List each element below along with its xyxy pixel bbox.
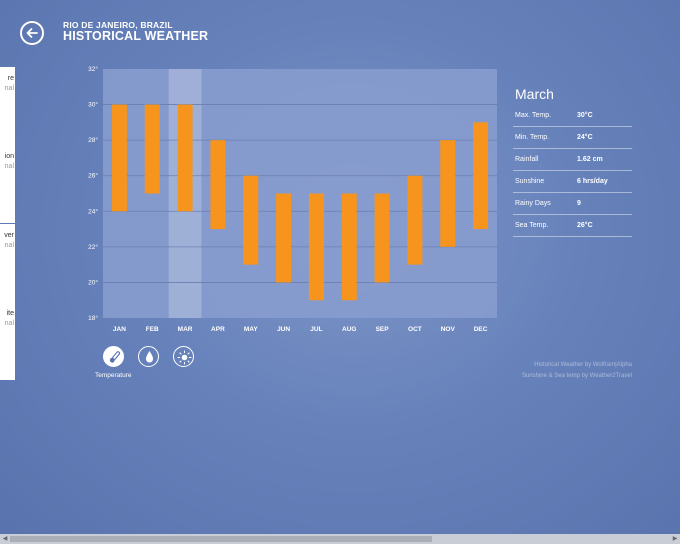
detail-label: Min. Temp. xyxy=(515,134,550,141)
detail-row-rainy-days: Rainy Days 9 xyxy=(513,193,632,215)
detail-row-rainfall: Rainfall 1.62 cm xyxy=(513,149,632,171)
y-tick-label: 32° xyxy=(88,65,98,73)
x-tick-label: JAN xyxy=(113,326,126,333)
back-arrow-icon xyxy=(26,28,38,38)
detail-row-max-temp: Max. Temp. 30°C xyxy=(513,105,632,127)
side-card-title: re xyxy=(7,75,14,82)
temp-range-bar-nov xyxy=(440,140,456,247)
side-card-2[interactable]: ion nal xyxy=(0,145,15,223)
temp-range-bar-dec xyxy=(473,122,489,230)
x-tick-label: NOV xyxy=(441,326,456,333)
credit-weather2travel: Sunshine & Sea temp by Weather2Travel xyxy=(521,373,632,379)
side-card-subtitle: nal xyxy=(4,85,14,92)
side-card-title: ite xyxy=(6,310,14,317)
y-tick-label: 28° xyxy=(88,136,98,144)
x-tick-label: SEP xyxy=(376,326,390,333)
detail-row-sunshine: Sunshine 6 hrs/day xyxy=(513,171,632,193)
temp-range-bar-mar xyxy=(177,104,193,212)
water-drop-icon xyxy=(146,351,153,363)
y-tick-label: 30° xyxy=(88,101,98,109)
rain-button[interactable] xyxy=(138,346,159,367)
side-card-subtitle: nal xyxy=(4,320,14,327)
temp-range-bar-apr xyxy=(210,140,226,230)
x-tick-label: FEB xyxy=(146,326,159,333)
data-credits: Historical Weather by Wolfram|Alpha Suns… xyxy=(522,360,632,382)
x-tick-label: APR xyxy=(211,326,225,333)
detail-row-min-temp: Min. Temp. 24°C xyxy=(513,127,632,149)
temp-range-bar-feb xyxy=(144,104,160,194)
detail-value: 1.62 cm xyxy=(577,156,603,163)
page-title: HISTORICAL WEATHER xyxy=(63,29,209,43)
y-tick-label: 22° xyxy=(88,243,98,251)
side-card-subtitle: nal xyxy=(4,163,14,170)
scroll-left-icon[interactable]: ◀ xyxy=(2,536,8,542)
temp-range-bar-aug xyxy=(341,193,357,301)
detail-label: Sea Temp. xyxy=(515,222,549,229)
x-tick-label: MAY xyxy=(244,326,259,333)
x-tick-label: DEC xyxy=(474,326,488,333)
detail-value: 26°C xyxy=(577,222,593,229)
y-tick-label: 24° xyxy=(88,207,98,215)
detail-row-sea-temp: Sea Temp. 26°C xyxy=(513,215,632,237)
sunshine-button[interactable] xyxy=(173,346,194,367)
sun-icon xyxy=(177,350,192,365)
side-card-4[interactable]: ite nal xyxy=(0,302,15,380)
temp-range-bar-oct xyxy=(407,175,423,265)
detail-label: Max. Temp. xyxy=(515,112,552,119)
location-label: RIO DE JANEIRO, BRAZIL xyxy=(63,20,173,30)
detail-value: 6 hrs/day xyxy=(577,178,608,185)
x-tick-label: JUL xyxy=(310,326,322,333)
detail-label: Rainy Days xyxy=(515,200,551,207)
y-tick-label: 18° xyxy=(88,314,98,322)
side-card-title: ion xyxy=(4,153,14,160)
side-card-3[interactable]: ver nal xyxy=(0,224,15,302)
x-tick-label: JUN xyxy=(277,326,290,333)
horizontal-scrollbar[interactable]: ◀ ▶ xyxy=(0,534,680,544)
detail-label: Sunshine xyxy=(515,178,545,185)
thermometer-icon xyxy=(109,351,121,363)
y-tick-label: 26° xyxy=(88,172,98,180)
detail-value: 9 xyxy=(577,200,581,207)
temp-range-bar-jul xyxy=(308,193,324,301)
selected-month-title: March xyxy=(515,86,554,102)
y-tick-label: 20° xyxy=(88,278,98,286)
x-tick-label: OCT xyxy=(408,326,422,333)
credit-wolfram: Historical Weather by Wolfram|Alpha xyxy=(534,362,632,368)
detail-value: 24°C xyxy=(577,134,593,141)
temp-range-bar-may xyxy=(243,175,259,265)
scroll-right-icon[interactable]: ▶ xyxy=(672,536,678,542)
back-button[interactable] xyxy=(20,21,44,45)
side-card-1[interactable]: re nal xyxy=(0,67,15,145)
side-card-subtitle: nal xyxy=(4,242,14,249)
temperature-caption: Temperature xyxy=(95,372,132,379)
x-tick-label: MAR xyxy=(178,326,193,333)
scrollbar-thumb[interactable] xyxy=(10,536,432,542)
temp-range-bar-jan xyxy=(111,104,127,212)
page-header: RIO DE JANEIRO, BRAZIL HISTORICAL WEATHE… xyxy=(63,20,208,43)
temperature-button[interactable] xyxy=(103,346,124,367)
temp-range-bar-jun xyxy=(276,193,292,283)
month-details-table: Max. Temp. 30°C Min. Temp. 24°C Rainfall… xyxy=(513,105,632,237)
x-tick-label: AUG xyxy=(342,326,356,333)
detail-label: Rainfall xyxy=(515,156,539,163)
temp-range-bar-sep xyxy=(374,193,390,283)
side-card-title: ver xyxy=(4,232,14,239)
detail-value: 30°C xyxy=(577,112,593,119)
plot-area xyxy=(103,69,497,318)
